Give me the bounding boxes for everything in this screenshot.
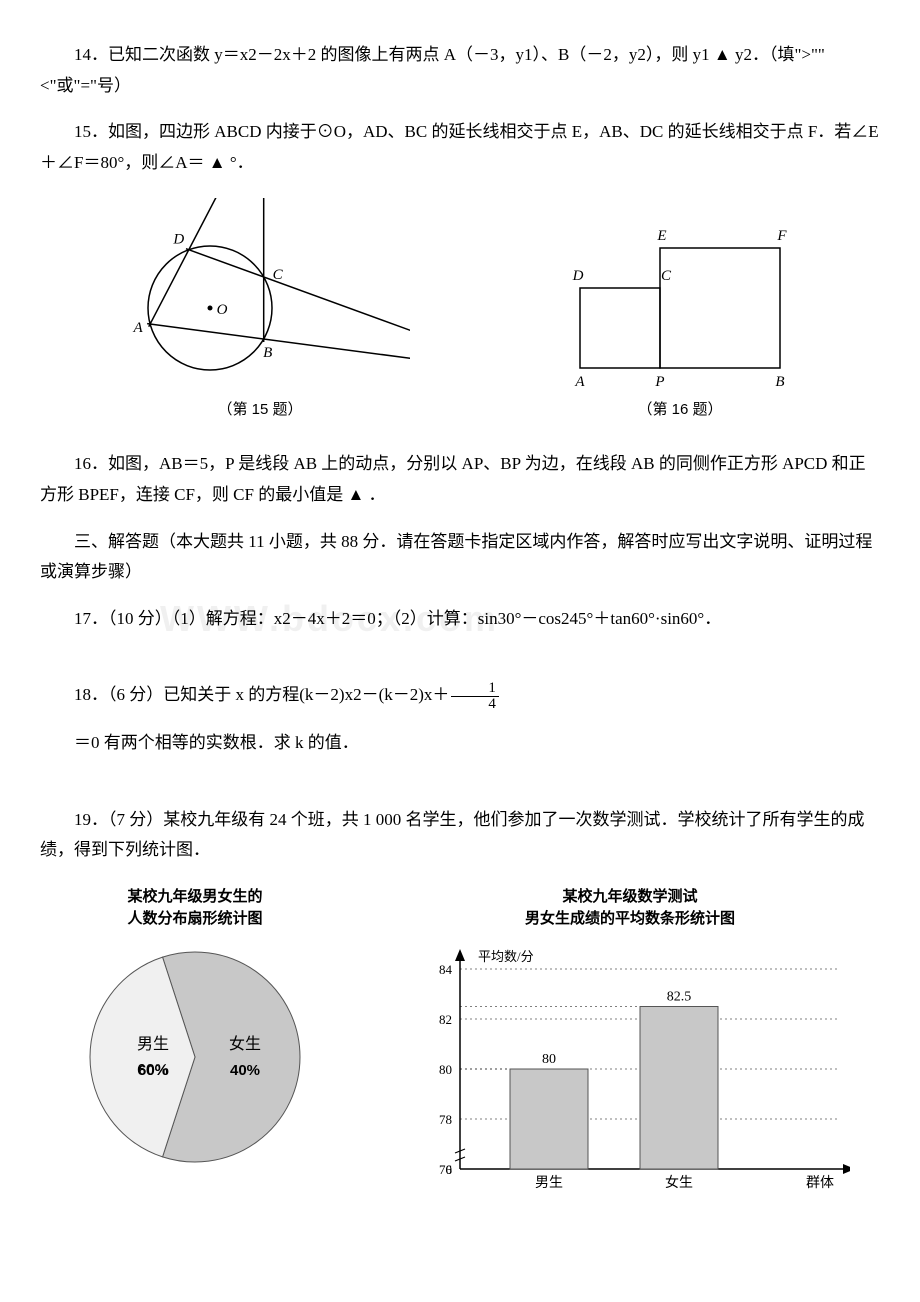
svg-text:40%: 40% — [230, 1062, 260, 1079]
svg-text:C: C — [661, 268, 672, 284]
svg-text:O: O — [217, 302, 228, 318]
question-18-line1: 18．（6 分）已知关于 x 的方程(k－2)x2－(k－2)x＋14 — [40, 680, 880, 712]
question-19: 19．（7 分）某校九年级有 24 个班，共 1 000 名学生，他们参加了一次… — [40, 805, 880, 866]
fraction-one-quarter: 14 — [451, 681, 499, 712]
figure-15: OABCDEF （第 15 题） — [110, 198, 410, 419]
question-18-pre: 18．（6 分）已知关于 x 的方程(k－2)x2－(k－2)x＋ — [74, 685, 449, 704]
pie-title-line2: 人数分布扇形统计图 — [127, 910, 262, 927]
svg-text:0: 0 — [446, 1162, 453, 1177]
bar-chart-block: 某校九年级数学测试 男女生成绩的平均数条形统计图 76788082840平均数/… — [410, 886, 850, 1204]
svg-text:群体: 群体 — [806, 1175, 834, 1191]
figure-16-caption: （第 16 题） — [637, 398, 722, 419]
bar-title-line2: 男女生成绩的平均数条形统计图 — [525, 910, 735, 927]
question-15: 15．如图，四边形 ABCD 内接于⊙O，AD、BC 的延长线相交于点 E，AB… — [40, 117, 880, 178]
figures-row-15-16: O A B C D E F （第 15 题） A P B D C E F （第 16 题） — [40, 198, 880, 419]
pie-chart-title: 某校九年级男女生的 人数分布扇形统计图 — [127, 886, 262, 931]
svg-text:78: 78 — [439, 1112, 452, 1127]
pie-title-line1: 某校九年级男女生的 — [127, 888, 262, 905]
svg-text:B: B — [263, 345, 272, 361]
svg-text:P: P — [654, 374, 664, 388]
svg-text:82.5: 82.5 — [667, 989, 692, 1004]
charts-row: 某校九年级男女生的 人数分布扇形统计图 男生60%60%女生40% 某校九年级数… — [40, 886, 880, 1204]
fraction-numerator: 1 — [451, 681, 499, 697]
bar-chart-wrap: 76788082840平均数/分80男生82.5女生群体 — [410, 939, 850, 1204]
question-16: 16．如图，AB＝5，P 是线段 AB 上的动点，分别以 AP、BP 为边，在线… — [40, 449, 880, 510]
svg-text:80: 80 — [542, 1052, 556, 1067]
figure-16-svg: A P B D C E F — [550, 208, 810, 388]
svg-text:女生: 女生 — [665, 1174, 693, 1191]
question-17: 17．（10 分）（1）解方程：x2－4x＋2＝0；（2）计算：sin30°－c… — [40, 604, 880, 635]
svg-text:80: 80 — [439, 1062, 452, 1077]
question-14: 14．已知二次函数 y＝x2－2x＋2 的图像上有两点 A（－3，y1）、B（－… — [40, 40, 880, 101]
bar-chart-svg: 76788082840平均数/分80男生82.5女生群体 — [410, 939, 850, 1199]
question-18-line2: ＝0 有两个相等的实数根．求 k 的值． — [40, 728, 880, 759]
svg-text:平均数/分: 平均数/分 — [478, 949, 534, 964]
svg-text:D: D — [172, 232, 184, 248]
figure-16: A P B D C E F （第 16 题） — [550, 208, 810, 419]
svg-text:C: C — [273, 267, 284, 283]
svg-text:男生: 男生 — [137, 1035, 169, 1053]
svg-text:女生: 女生 — [229, 1034, 261, 1053]
section-3-heading: 三、解答题（本大题共 11 小题，共 88 分．请在答题卡指定区域内作答，解答时… — [40, 527, 880, 588]
svg-text:F: F — [776, 228, 787, 244]
svg-text:82: 82 — [439, 1012, 452, 1027]
pie-chart-svg: 男生60%60%女生40% — [70, 939, 320, 1169]
svg-text:A: A — [574, 374, 585, 388]
svg-text:60%: 60% — [138, 1062, 168, 1079]
svg-text:D: D — [572, 268, 584, 284]
svg-text:E: E — [656, 228, 666, 244]
pie-chart-block: 某校九年级男女生的 人数分布扇形统计图 男生60%60%女生40% — [70, 886, 320, 1169]
figure-15-svg: OABCDEF — [110, 198, 410, 388]
svg-text:84: 84 — [439, 962, 453, 977]
svg-text:A: A — [133, 320, 144, 336]
svg-text:男生: 男生 — [535, 1175, 563, 1191]
bar-chart-title: 某校九年级数学测试 男女生成绩的平均数条形统计图 — [525, 886, 735, 931]
fraction-denominator: 4 — [451, 697, 499, 712]
bar-title-line1: 某校九年级数学测试 — [562, 888, 697, 905]
figure-15-caption: （第 15 题） — [217, 398, 302, 419]
svg-text:B: B — [775, 374, 784, 388]
